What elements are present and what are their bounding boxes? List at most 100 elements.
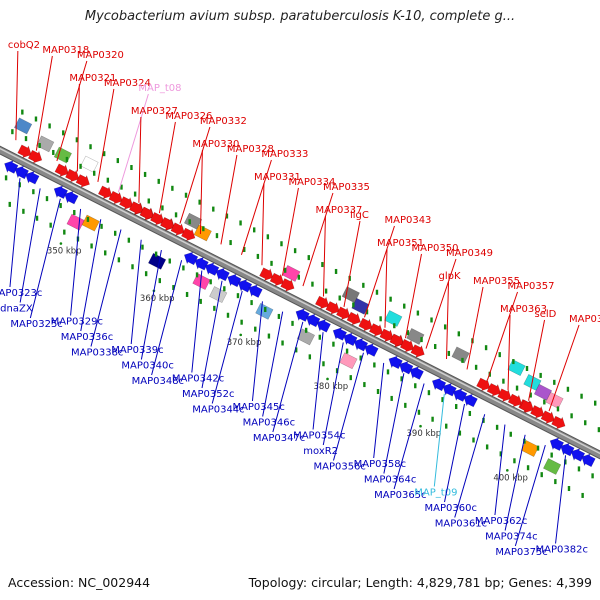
backbone xyxy=(0,146,600,459)
scale-dot xyxy=(106,177,110,183)
scale-dot xyxy=(143,171,147,177)
forward-leader-line xyxy=(384,248,388,328)
scale-dot xyxy=(581,492,584,498)
feature-block xyxy=(384,310,403,327)
reverse-leader-line xyxy=(272,321,304,433)
scale-dot xyxy=(454,404,458,410)
scale-tick-label: 390 kbp xyxy=(407,429,442,439)
scale-dot xyxy=(45,196,49,202)
forward-leader-line xyxy=(425,258,457,349)
feature-block xyxy=(341,286,360,304)
feature-block xyxy=(451,346,470,364)
scale-dot xyxy=(577,466,581,472)
scale-dot xyxy=(458,430,462,436)
reverse-gene-label: MAP0346c xyxy=(243,418,295,429)
scale-dot xyxy=(280,241,283,247)
reverse-gene-arrow xyxy=(237,279,253,293)
scale-dot xyxy=(526,465,530,471)
scale-dot xyxy=(417,409,421,415)
reverse-gene-arrow xyxy=(215,267,230,282)
accession-text: Accession: NC_002944 xyxy=(8,575,151,590)
scale-dot xyxy=(468,410,472,416)
scale-dot xyxy=(393,323,396,329)
reverse-gene-label: MAP0336c xyxy=(61,332,113,343)
scale-dot xyxy=(154,251,158,257)
forward-leader-line xyxy=(97,88,115,182)
scale-dot xyxy=(198,199,201,205)
scale-dot xyxy=(11,129,14,135)
forward-gene-label: MAP0357 xyxy=(508,281,555,292)
scale-tick xyxy=(419,424,422,428)
forward-leader-line xyxy=(261,182,265,266)
forward-gene-arrow xyxy=(108,190,123,205)
scale-dot xyxy=(63,229,66,235)
reverse-gene-arrow xyxy=(581,453,596,468)
forward-leader-line xyxy=(302,192,334,287)
forward-gene-arrow xyxy=(368,323,384,337)
reverse-gene-label: MAP0338c xyxy=(71,348,123,359)
reverse-gene-label: MAP0375c xyxy=(495,547,547,558)
scale-dot xyxy=(225,213,229,219)
scale-dot xyxy=(256,253,260,259)
forward-gene-label: MAP0367 xyxy=(569,314,600,325)
forward-gene-arrow xyxy=(259,267,274,281)
scale-dot xyxy=(482,417,485,423)
scale-dot xyxy=(35,215,39,221)
genome-summary-text: Topology: circular; Length: 4,829,781 bp… xyxy=(248,575,592,590)
reverse-gene-arrow xyxy=(205,262,220,276)
forward-gene-label: MAP0335 xyxy=(323,182,370,193)
scale-dot xyxy=(102,151,106,157)
scale-dot xyxy=(338,295,341,301)
scale-dot xyxy=(21,109,24,115)
scale-dot xyxy=(375,289,379,295)
reverse-gene-arrow xyxy=(453,388,468,402)
forward-gene-label: MAP0324 xyxy=(104,78,151,89)
reverse-leader-line xyxy=(140,249,162,360)
scale-dot xyxy=(24,136,28,142)
scale-dot xyxy=(133,191,137,197)
scale-dot xyxy=(48,123,51,129)
forward-leader-line xyxy=(220,154,238,245)
reverse-leader-line xyxy=(514,444,546,547)
reverse-gene-label: MAP0348c xyxy=(132,376,184,387)
forward-leader-line xyxy=(322,215,326,297)
forward-gene-arrow xyxy=(181,227,196,242)
scale-tick-label: 400 kbp xyxy=(493,473,528,483)
reverse-leader-line xyxy=(504,434,526,531)
scale-dot xyxy=(352,302,355,308)
scale-dot xyxy=(147,198,150,204)
scale-dot xyxy=(277,313,281,319)
forward-gene-arrow xyxy=(27,149,43,164)
reverse-gene-arrow xyxy=(332,327,348,341)
scale-dot xyxy=(32,189,35,195)
scale-dot xyxy=(113,230,117,236)
reverse-gene-arrow xyxy=(560,442,575,457)
scale-dot xyxy=(580,393,583,399)
scale-dot xyxy=(363,382,366,388)
scale-dot xyxy=(174,212,178,218)
forward-gene-label: MAP0328 xyxy=(227,144,274,155)
forward-gene-label: cobQ2 xyxy=(8,40,40,51)
feature-block xyxy=(66,213,85,231)
scale-dot xyxy=(427,390,431,396)
forward-gene-label: MAP_t08 xyxy=(138,83,181,94)
scale-dot xyxy=(525,365,529,371)
scale-dot xyxy=(291,320,294,326)
scale-dot xyxy=(441,397,444,403)
reverse-leader-line xyxy=(80,219,102,332)
scale-dot xyxy=(199,298,202,304)
reverse-leader-line xyxy=(191,270,203,373)
forward-gene-arrow xyxy=(551,415,566,430)
reverse-gene-arrow xyxy=(53,185,69,200)
scale-dot xyxy=(443,324,447,330)
reverse-gene-arrow xyxy=(227,273,242,288)
forward-leader-line xyxy=(199,149,203,234)
reverse-gene-arrow xyxy=(194,257,209,271)
scale-dot xyxy=(270,260,273,266)
scale-dot xyxy=(345,348,349,354)
scale-dot xyxy=(461,357,464,363)
forward-leader-line xyxy=(158,121,176,214)
reverse-gene-label: MAP0356c xyxy=(313,462,365,473)
reverse-leader-line xyxy=(454,414,486,518)
reverse-leader-line xyxy=(322,342,344,446)
